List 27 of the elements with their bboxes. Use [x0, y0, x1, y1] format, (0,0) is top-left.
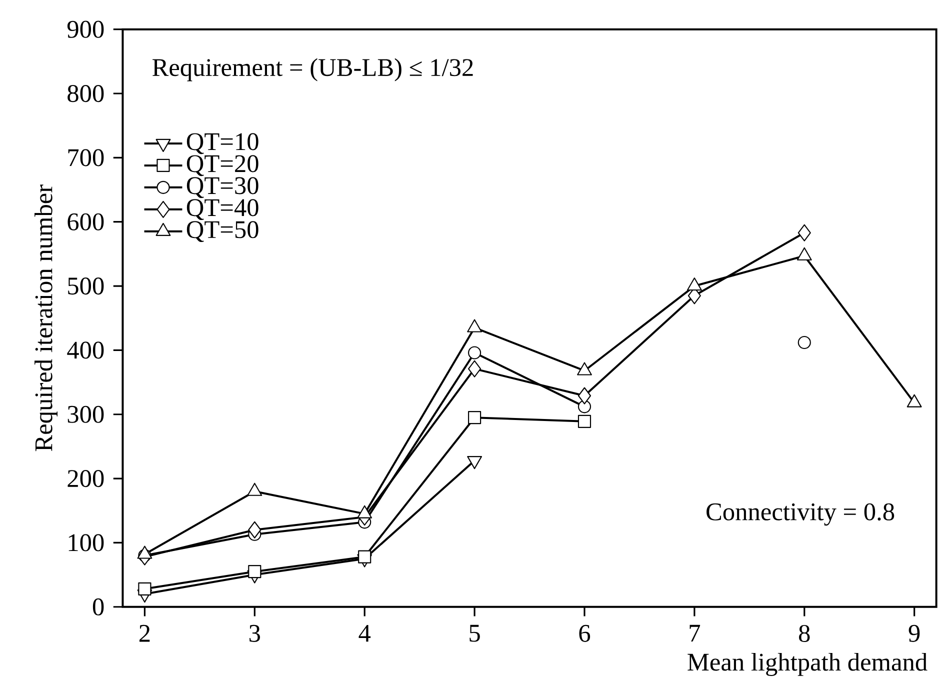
x-axis-title: Mean lightpath demand — [688, 653, 928, 676]
x-tick-label: 8 — [799, 625, 810, 642]
y-tick-label: 800 — [68, 85, 104, 102]
x-tick-label: 4 — [358, 625, 371, 642]
annotation: Requirement = (UB-LB) ≤ 1/32 — [152, 58, 473, 82]
x-tick-label: 2 — [139, 625, 150, 642]
x-tick-label: 9 — [908, 625, 920, 642]
y-tick-label: 900 — [67, 21, 104, 38]
y-tick-label: 200 — [68, 470, 104, 488]
y-tick-label: 500 — [68, 278, 104, 295]
legend-label: QT=10 — [186, 133, 258, 154]
x-tick-label: 6 — [579, 625, 590, 642]
x-tick-label: 5 — [470, 625, 480, 642]
x-tick-label: 7 — [690, 625, 700, 642]
legend-label: QT=40 — [186, 199, 258, 220]
legend-label: QT=20 — [186, 155, 258, 176]
y-tick-label: 100 — [68, 534, 104, 552]
legend-label: QT=50 — [186, 221, 258, 242]
y-tick-label: 600 — [68, 214, 104, 231]
y-tick-label: 300 — [68, 406, 104, 424]
y-tick-label: 400 — [67, 342, 104, 359]
y-axis-title: Required iteration number — [34, 184, 58, 452]
annotation: Connectivity = 0.8 — [706, 504, 894, 526]
x-tick-label: 3 — [250, 625, 260, 642]
y-tick-label: 0 — [92, 598, 104, 616]
legend-label: QT=30 — [186, 177, 258, 198]
y-tick-label: 700 — [68, 149, 104, 166]
